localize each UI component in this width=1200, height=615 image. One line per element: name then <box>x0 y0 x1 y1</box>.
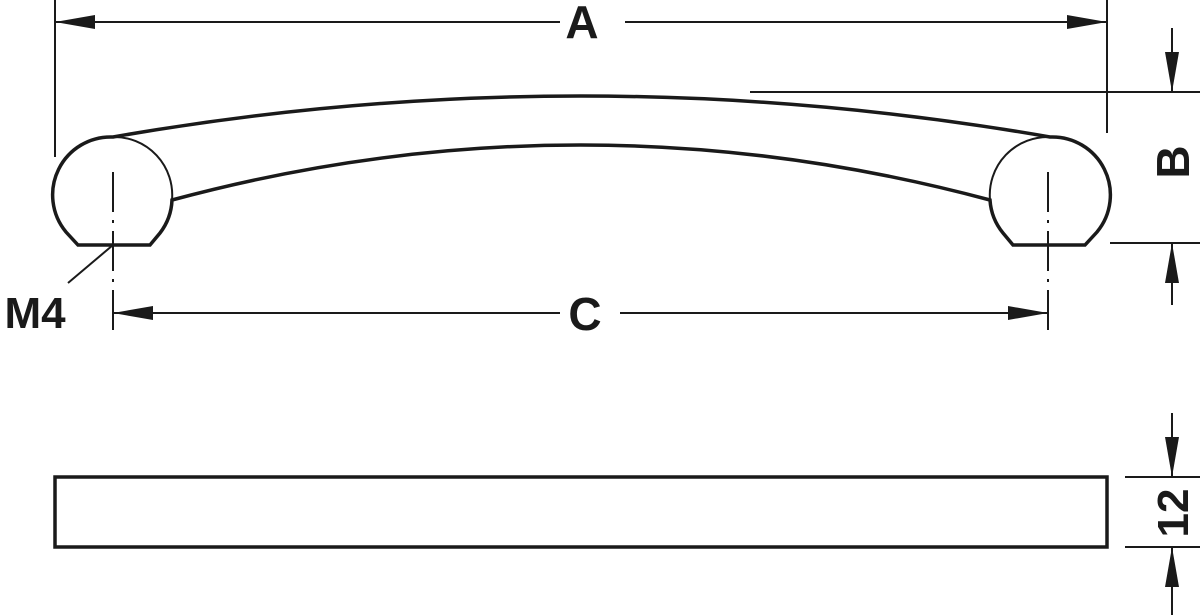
handle-outline <box>50 94 1113 247</box>
label-12: 12 <box>1149 489 1198 538</box>
label-a: A <box>565 0 598 48</box>
label-b: B <box>1147 145 1199 178</box>
m4-leader <box>67 244 114 284</box>
handle-top-view <box>53 475 1109 549</box>
right-end-arc <box>988 135 1051 201</box>
label-c: C <box>568 288 601 340</box>
label-m4: M4 <box>4 289 66 338</box>
left-end-arc <box>112 135 174 201</box>
